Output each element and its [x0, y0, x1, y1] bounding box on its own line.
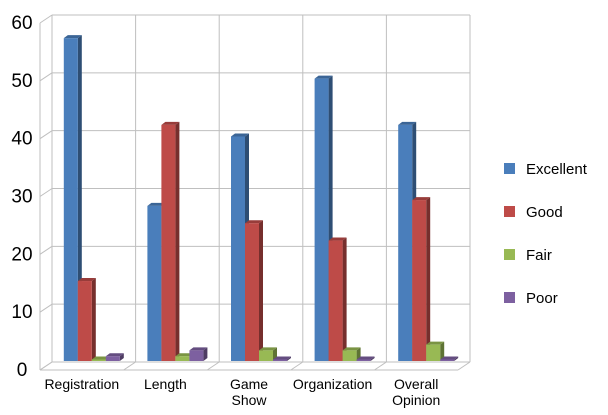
bar: [440, 356, 459, 361]
x-tick-label: Overall: [394, 376, 438, 392]
bar: [273, 356, 291, 361]
gridline-side: [39, 72, 53, 82]
gridline-floor: [290, 361, 304, 371]
bar: [426, 341, 445, 361]
x-tick-label: Registration: [44, 376, 119, 392]
y-tick-label: 40: [11, 129, 32, 150]
legend-swatch: [504, 206, 515, 217]
gridline-side: [39, 245, 53, 255]
y-tick-label: 30: [11, 187, 32, 208]
x-tick-label: Game: [230, 376, 268, 392]
legend-swatch: [504, 163, 515, 174]
gridline-floor: [123, 361, 136, 371]
gridline-floor: [206, 361, 220, 371]
x-tick-label: Show: [231, 392, 267, 408]
gridline-side: [39, 188, 53, 197]
bar: [189, 347, 208, 361]
legend-item: Poor: [504, 290, 558, 307]
bar: [245, 220, 263, 361]
y-axis-ticks: 0 10 20 30 40 50 60: [11, 13, 32, 381]
legend-label: Good: [526, 204, 563, 221]
legend-item: Good: [504, 204, 563, 221]
bar: [328, 237, 347, 361]
x-tick-label: Organization: [293, 376, 372, 392]
bar: [105, 353, 124, 361]
legend-item: Fair: [504, 247, 552, 264]
x-tick-label: Length: [144, 376, 187, 392]
y-tick-label: 0: [17, 360, 28, 381]
legend: Excellent Good Fair Poor: [504, 161, 588, 307]
bar: [412, 197, 431, 361]
y-tick-label: 10: [11, 302, 32, 323]
legend-swatch: [504, 249, 515, 260]
y-tick-label: 60: [11, 13, 32, 34]
x-tick-label: Opinion: [392, 392, 440, 408]
gridline-side: [39, 14, 53, 24]
y-tick-label: 50: [11, 71, 32, 92]
bar: [77, 278, 96, 361]
legend-label: Excellent: [526, 161, 588, 178]
bar: [356, 356, 375, 361]
bar: [161, 121, 180, 361]
gridline-floor: [457, 361, 471, 371]
legend-item: Excellent: [504, 161, 588, 178]
legend-swatch: [504, 292, 515, 303]
y-tick-label: 20: [11, 244, 32, 265]
gridline-floor: [39, 361, 53, 371]
gridline-side: [39, 303, 53, 313]
gridline-floor: [374, 361, 387, 371]
legend-label: Fair: [526, 247, 552, 264]
bars: [63, 35, 459, 362]
gridline-side: [39, 130, 53, 140]
legend-label: Poor: [526, 290, 558, 307]
